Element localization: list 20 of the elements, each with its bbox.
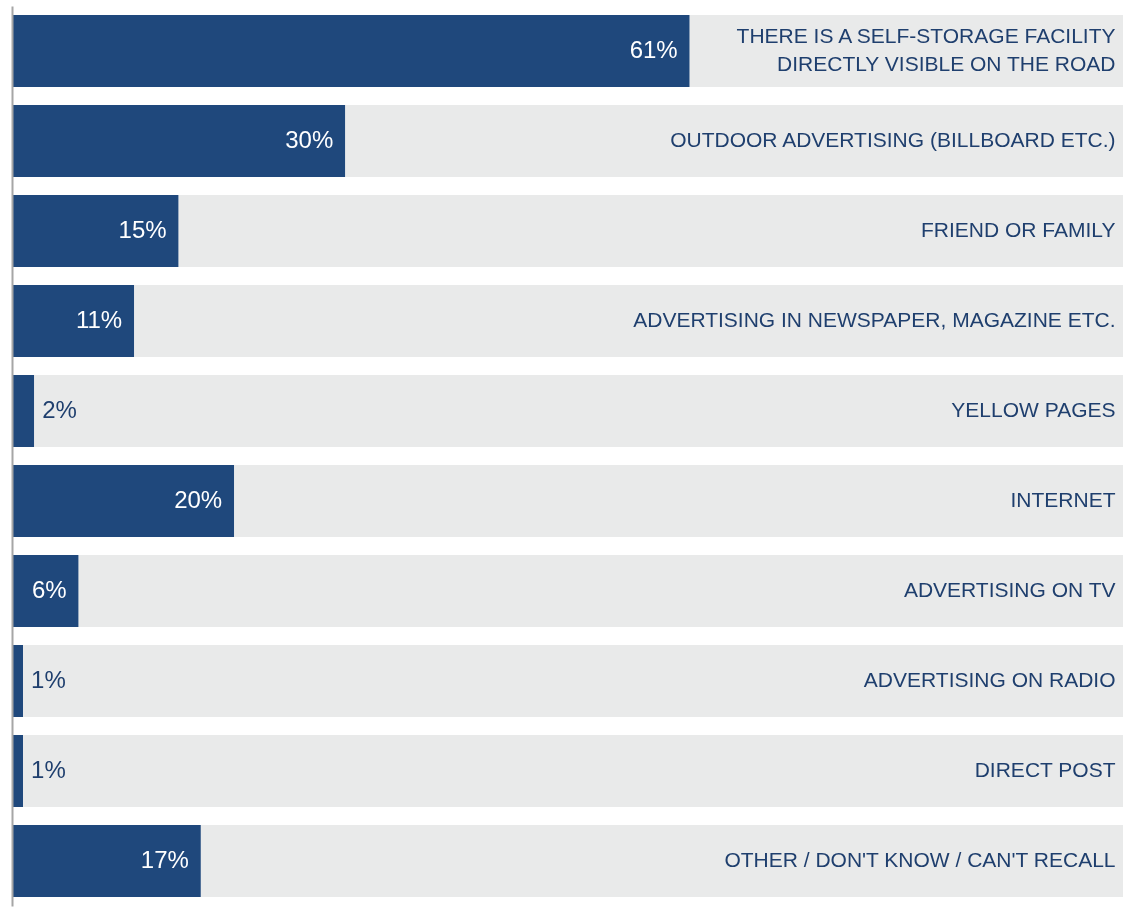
y-tick-label: ADVERTISING ON RADIO [863, 668, 1116, 691]
y-tick-label: THERE IS A SELF-STORAGE FACILITY DIRECTLY VISIBLE ON THE ROAD [736, 24, 1116, 75]
y-tick-label: INTERNET [1010, 488, 1116, 511]
y-tick-label: DIRECT POST [974, 758, 1116, 781]
data-label: 20% [174, 486, 223, 513]
y-tick-label: OTHER / DON'T KNOW / CAN'T RECALL [724, 848, 1116, 871]
data-label: 2% [42, 396, 77, 423]
data-label: 17% [140, 846, 189, 873]
y-tick-label: FRIEND OR FAMILY [921, 218, 1116, 241]
y-tick-label: OUTDOOR ADVERTISING (BILLBOARD ETC.) [670, 128, 1116, 151]
data-label: 1% [31, 666, 66, 693]
y-tick-label: ADVERTISING ON TV [903, 578, 1116, 601]
data-label: 61% [629, 36, 678, 63]
data-label: 11% [75, 306, 123, 333]
data-label: 15% [118, 216, 167, 243]
data-label: 30% [285, 126, 334, 153]
y-tick-label: YELLOW PAGES [951, 398, 1116, 421]
data-label: 6% [31, 576, 67, 603]
y-tick-label: ADVERTISING IN NEWSPAPER, MAGAZINE ETC. [633, 308, 1116, 331]
data-label: 1% [31, 756, 66, 783]
